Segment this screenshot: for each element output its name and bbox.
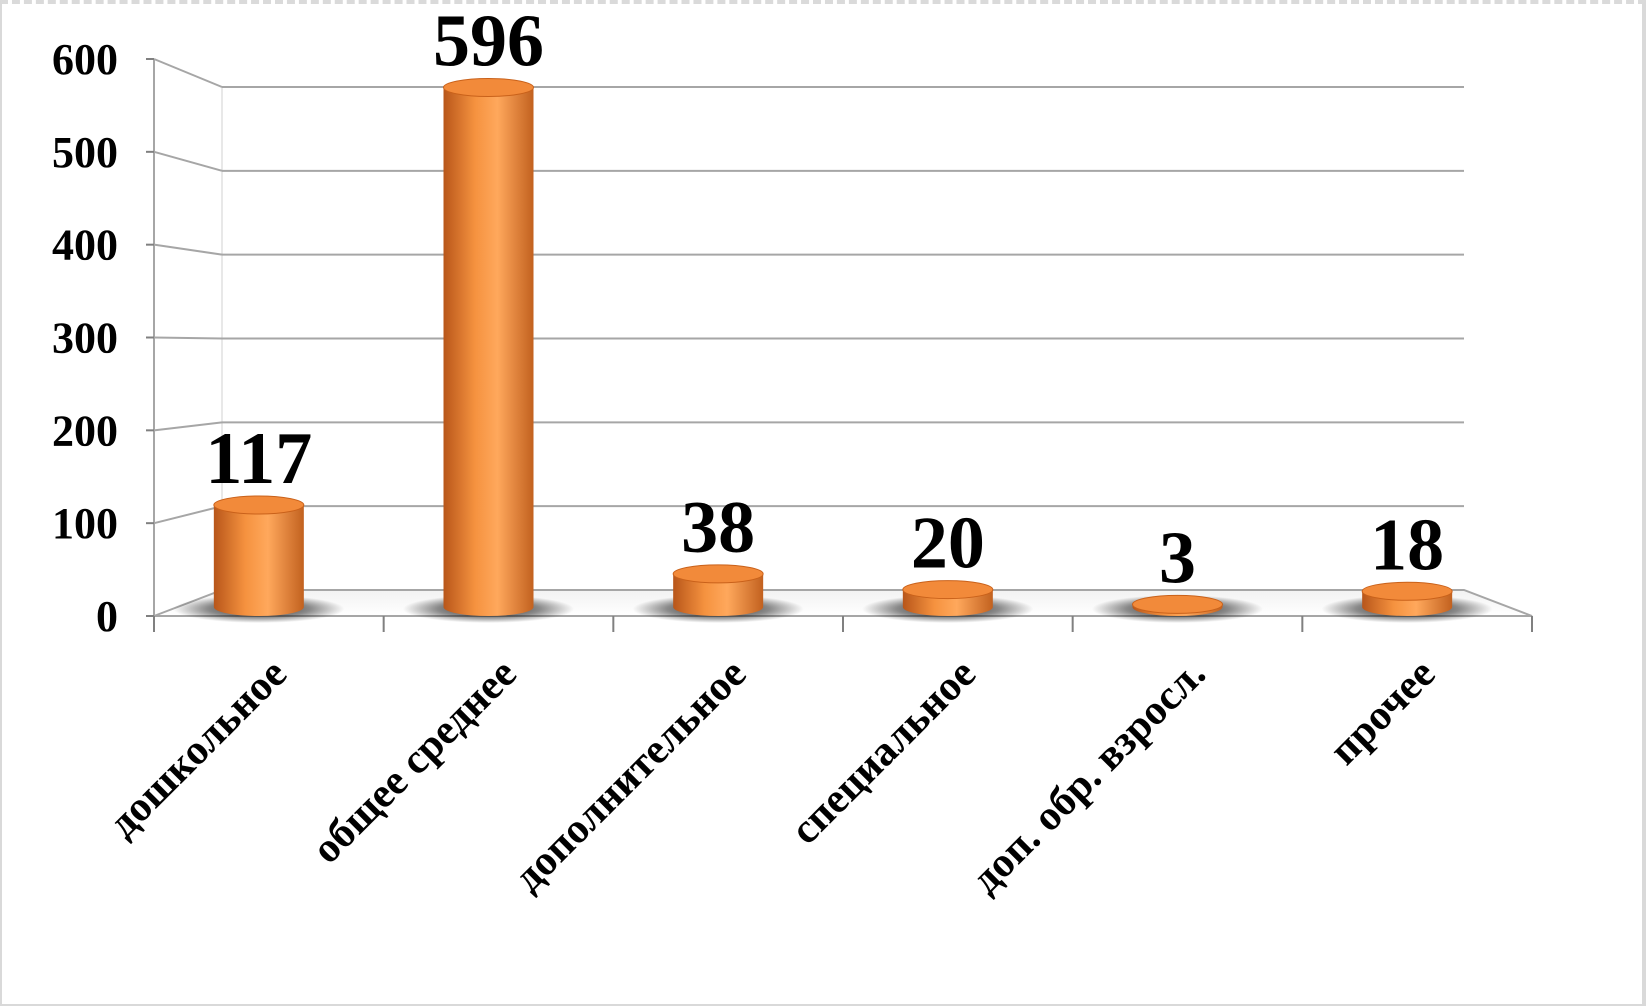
bar-top (672, 564, 764, 584)
bars (173, 77, 1493, 623)
data-label: 38 (681, 487, 755, 569)
y-tick-label: 100 (52, 499, 118, 548)
x-category-label: специальное (782, 651, 985, 854)
gridlines (153, 58, 1464, 525)
bar-top (1361, 581, 1453, 601)
gridline-side (153, 58, 223, 88)
data-label: 3 (1159, 517, 1196, 599)
y-tick-label: 300 (52, 314, 118, 363)
bar-top (213, 495, 305, 515)
y-tick-label: 500 (52, 128, 118, 177)
gridline-side (153, 505, 223, 525)
chart-text: 0 100 200 300 400 500 600 117 дошкольное 596 общее… (52, 4, 1444, 903)
y-tick-label: 0 (96, 592, 118, 641)
bar-top (443, 77, 534, 97)
gridline-side (153, 150, 223, 172)
y-tick-label: 400 (52, 221, 118, 270)
x-category-label: доп. обр. взросл. (963, 651, 1215, 903)
bar (443, 87, 534, 616)
data-label: 20 (911, 503, 985, 585)
bar (673, 573, 764, 616)
data-label: 18 (1370, 504, 1444, 586)
x-category-label: дошкольное (100, 651, 296, 847)
gridline-side (153, 243, 223, 256)
chart-plot: 0 100 200 300 400 500 600 117 дошкольное 596 общее… (52, 4, 1533, 903)
y-tick-label: 600 (52, 35, 118, 84)
x-category-label: прочее (1321, 651, 1444, 774)
data-label: 117 (205, 418, 312, 500)
bar (213, 505, 304, 616)
gridline-side (153, 421, 223, 432)
bar-top (1132, 594, 1223, 614)
bar-top (902, 580, 994, 600)
x-category-label: дополнительное (505, 651, 755, 901)
y-tick-label: 200 (52, 406, 118, 455)
gridline-side (153, 336, 223, 340)
axes (146, 58, 1533, 632)
data-label: 596 (433, 4, 544, 82)
x-category-label: общее среднее (303, 651, 525, 873)
